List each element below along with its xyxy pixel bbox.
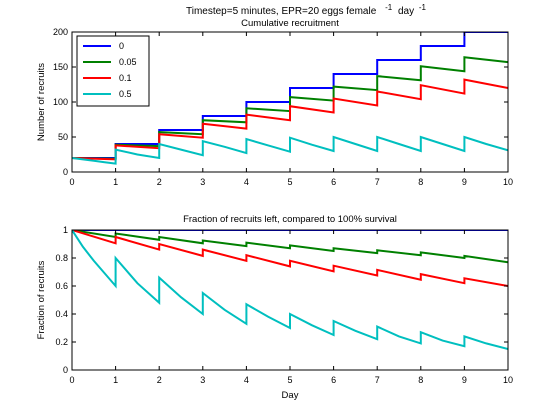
figure-title-mid: day [398, 6, 414, 17]
x-tick-label: 2 [157, 375, 162, 385]
legend-label-0: 0 [119, 41, 124, 51]
series-line-0.1 [72, 230, 508, 287]
x-tick-label: 2 [157, 177, 162, 187]
x-tick-label: 3 [200, 177, 205, 187]
legend: 0 0.05 0.1 0.5 [76, 35, 150, 107]
axes-title: Cumulative recruitment [241, 18, 339, 29]
y-axis-label: Number of recruits [36, 63, 47, 141]
series-line-0.05 [72, 230, 508, 264]
y-tick-label: 50 [58, 132, 68, 142]
y-tick-label: 200 [53, 27, 68, 37]
figure-title-main: Timestep=5 minutes, EPR=20 eggs female [186, 6, 377, 17]
x-tick-label: 1 [113, 177, 118, 187]
x-tick-label: 8 [418, 375, 423, 385]
y-tick-label: 0.6 [55, 281, 68, 291]
y-tick-label: 100 [53, 97, 68, 107]
series-group [72, 32, 508, 165]
x-tick-label: 10 [503, 177, 513, 187]
series-group [72, 230, 508, 350]
y-tick-label: 0 [63, 365, 68, 375]
y-tick-label: 150 [53, 62, 68, 72]
x-tick-label: 3 [200, 375, 205, 385]
y-tick-label: 1 [63, 225, 68, 235]
x-tick-label: 0 [69, 177, 74, 187]
y-tick-label: 0 [63, 167, 68, 177]
x-tick-label: 8 [418, 177, 423, 187]
x-tick-label: 7 [375, 177, 380, 187]
axes-title: Fraction of recruits left, compared to 1… [183, 214, 397, 225]
axes-frame [71, 229, 509, 371]
x-tick-label: 4 [244, 375, 249, 385]
x-tick-label: 5 [287, 177, 292, 187]
legend-label-0.5: 0.5 [119, 89, 132, 99]
x-axis-label: Day [282, 390, 299, 401]
x-tick-label: 6 [331, 177, 336, 187]
figure-title: Timestep=5 minutes, EPR=20 eggs female -… [186, 2, 427, 17]
x-tick-label: 1 [113, 375, 118, 385]
x-tick-label: 5 [287, 375, 292, 385]
series-line-0.5 [72, 135, 508, 165]
legend-label-0.05: 0.05 [119, 57, 137, 67]
y-tick-label: 0.8 [55, 253, 68, 263]
figure-title-sup1: -1 [385, 3, 393, 12]
y-tick-label: 0.4 [55, 309, 68, 319]
x-tick-label: 9 [462, 177, 467, 187]
figure-title-sup2: -1 [419, 3, 427, 12]
legend-label-0.1: 0.1 [119, 73, 132, 83]
x-tick-label: 7 [375, 375, 380, 385]
x-tick-label: 9 [462, 375, 467, 385]
y-axis-label: Fraction of recruits [36, 260, 47, 339]
x-tick-label: 10 [503, 375, 513, 385]
x-tick-label: 0 [69, 375, 74, 385]
x-tick-label: 4 [244, 177, 249, 187]
y-tick-label: 0.2 [55, 337, 68, 347]
axes-2: 0 1 2 3 4 5 6 7 8 9 10 0 0.2 0.4 0.6 0.8 1 Fraction of re… [36, 214, 513, 401]
series-line-0.5 [72, 230, 508, 350]
x-tick-label: 6 [331, 375, 336, 385]
